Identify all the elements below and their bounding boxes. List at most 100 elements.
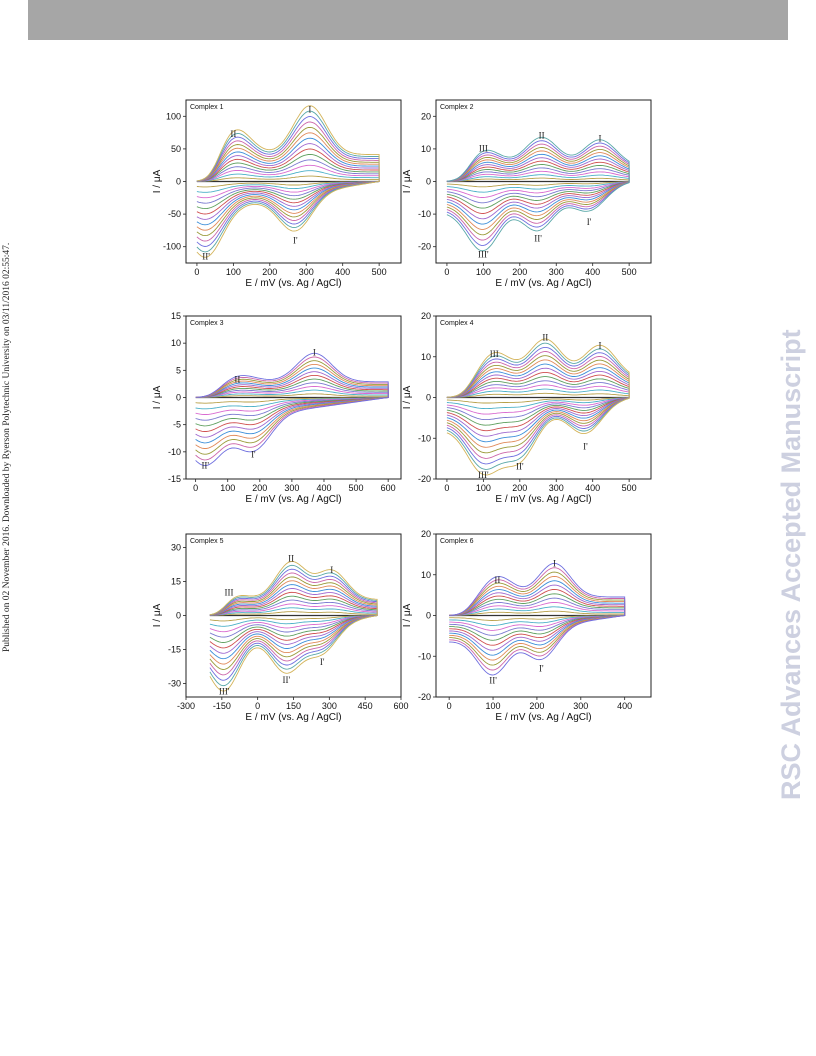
peak-label-anodic: I [553,559,556,569]
y-tick-label: -10 [418,651,431,661]
publication-note-text: Published on 02 November 2016. Downloade… [2,242,12,652]
x-tick-label: 0 [255,701,260,711]
chart-complex-4: 0 100 200 300 400 500 -20 -10 0 10 20 E / mV (vs. A… [402,311,652,505]
x-axis-label: E / mV (vs. Ag / AgCl) [495,712,591,723]
panel-title: Complex 4 [440,320,474,327]
y-tick-label: 10 [421,352,431,362]
x-tick-label: 100 [220,483,235,493]
peak-label-anodic: II [539,130,545,140]
x-tick-label: 0 [447,701,452,711]
y-tick-label: 50 [171,144,181,154]
peak-label-cathodic: I' [293,235,298,245]
peak-label-cathodic: I' [583,441,588,451]
panel-title: Complex 6 [440,538,474,545]
y-tick-label: 20 [421,111,431,121]
x-tick-label: 100 [476,267,491,277]
y-tick-label: 0 [176,611,181,621]
y-tick-label: -15 [168,644,181,654]
x-axis-label: E / mV (vs. Ag / AgCl) [245,712,341,723]
y-tick-label: -10 [418,209,431,219]
y-tick-label: 0 [176,177,181,187]
x-tick-label: 200 [262,267,277,277]
y-tick-label: 10 [171,338,181,348]
peak-label-cathodic: III' [478,250,489,260]
peak-label-cathodic: I' [539,663,544,673]
x-tick-label: -150 [213,701,231,711]
x-axis-label: E / mV (vs. Ag / AgCl) [495,494,591,505]
x-tick-label: 500 [349,483,364,493]
peak-label-anodic: III [479,143,488,153]
x-tick-label: 0 [193,483,198,493]
y-tick-label: 20 [421,529,431,539]
x-tick-label: 500 [622,267,637,277]
y-tick-label: 0 [426,177,431,187]
peak-label-cathodic: III' [478,470,489,480]
x-tick-label: 0 [444,267,449,277]
y-tick-label: -15 [168,474,181,484]
x-tick-label: 500 [372,267,387,277]
y-tick-label: 10 [421,144,431,154]
publication-note: Published on 02 November 2016. Downloade… [0,0,20,1056]
peak-label-cathodic: II' [516,462,524,472]
peak-label-cathodic: II' [283,675,291,685]
peak-label-cathodic: I' [320,657,325,667]
y-axis-label: I / μA [402,603,413,627]
peak-label-cathodic: III' [219,686,230,696]
watermark: RSC Advances Accepted Manuscript [770,0,816,1056]
y-axis-label: I / μA [402,385,413,409]
x-tick-label: 300 [549,483,564,493]
x-tick-label: 100 [476,483,491,493]
peak-label-anodic: I [330,565,333,575]
watermark-text: RSC Advances Accepted Manuscript [776,329,806,800]
peak-label-anodic: II [542,333,548,343]
peak-label-anodic: II [494,575,500,585]
peak-label-cathodic: II' [201,460,209,470]
x-axis-label: E / mV (vs. Ag / AgCl) [245,278,341,289]
x-tick-label: 150 [286,701,301,711]
scan-curve [446,338,630,476]
scan-curve [195,352,389,467]
x-tick-label: 100 [486,701,501,711]
panel-title: Complex 1 [190,104,224,111]
x-tick-label: -300 [177,701,195,711]
x-tick-label: 100 [226,267,241,277]
x-axis-label: E / mV (vs. Ag / AgCl) [245,494,341,505]
y-tick-label: 100 [166,111,181,121]
scan-curves [209,561,378,692]
y-axis-label: I / μA [152,385,163,409]
scan-curves [446,338,630,476]
x-tick-label: 200 [512,267,527,277]
x-axis-label: E / mV (vs. Ag / AgCl) [495,278,591,289]
x-tick-label: 450 [358,701,373,711]
y-tick-label: -100 [163,242,181,252]
x-tick-label: 0 [194,267,199,277]
y-tick-label: 15 [171,577,181,587]
y-tick-label: -10 [168,447,181,457]
panel-title: Complex 3 [190,320,224,327]
x-tick-label: 400 [585,267,600,277]
y-tick-label: -20 [418,242,431,252]
scan-curve [209,561,378,692]
scan-curve [446,136,630,252]
y-tick-label: 20 [421,311,431,321]
y-tick-label: -20 [418,474,431,484]
peak-label-anodic: I [308,104,311,114]
peak-label-anodic: II [234,375,240,385]
peak-label-cathodic: I' [251,449,256,459]
header-bar [28,0,788,40]
y-axis-label: I / μA [402,169,413,193]
y-tick-label: 30 [171,543,181,553]
x-tick-label: 400 [316,483,331,493]
chart-complex-6: 0 100 200 300 400 -20 -10 0 10 20 E / mV (vs. Ag /… [402,529,652,723]
panel-title: Complex 5 [190,538,224,545]
scan-curve [449,562,626,676]
y-axis-label: I / μA [152,169,163,193]
x-tick-label: 300 [573,701,588,711]
x-tick-label: 400 [585,483,600,493]
x-tick-label: 400 [335,267,350,277]
peak-label-cathodic: II' [202,252,210,262]
peak-label-cathodic: II' [489,676,497,686]
x-tick-label: 500 [622,483,637,493]
scan-curves [196,105,380,258]
